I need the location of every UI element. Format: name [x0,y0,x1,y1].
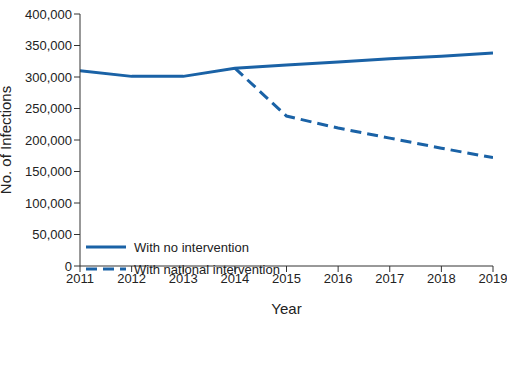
svg-text:2018: 2018 [427,271,456,286]
svg-text:350,000: 350,000 [25,38,72,53]
svg-text:No. of Infections: No. of Infections [8,86,14,194]
svg-text:2019: 2019 [479,271,499,286]
svg-text:2013: 2013 [169,271,198,286]
svg-text:2012: 2012 [117,271,146,286]
svg-text:100,000: 100,000 [25,196,72,211]
svg-text:2014: 2014 [220,271,249,286]
svg-text:2016: 2016 [324,271,353,286]
svg-text:250,000: 250,000 [25,101,72,116]
svg-text:0: 0 [65,259,72,274]
svg-text:150,000: 150,000 [25,164,72,179]
svg-text:50,000: 50,000 [32,227,72,242]
svg-text:400,000: 400,000 [25,7,72,22]
svg-text:200,000: 200,000 [25,133,72,148]
svg-text:Year: Year [271,300,301,317]
svg-text:2015: 2015 [272,271,301,286]
svg-text:2017: 2017 [375,271,404,286]
svg-text:300,000: 300,000 [25,70,72,85]
